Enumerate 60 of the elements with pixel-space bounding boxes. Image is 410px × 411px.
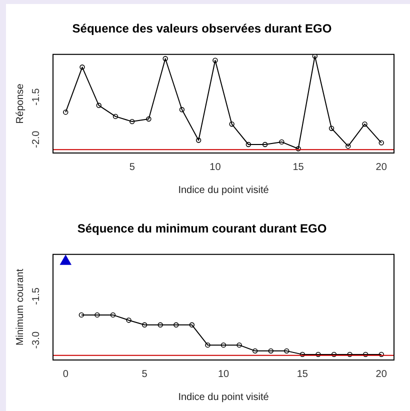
x-tick-label: 0 <box>62 368 69 380</box>
chart-title: Séquence des valeurs observées durant EGO <box>72 22 332 36</box>
point <box>279 139 284 145</box>
chart-title: Séquence du minimum courant durant EGO <box>77 222 327 236</box>
point <box>60 255 72 265</box>
x-tick-label: 20 <box>376 368 388 380</box>
point <box>179 107 185 112</box>
point <box>328 126 334 131</box>
point <box>268 348 274 354</box>
point <box>189 322 195 328</box>
point <box>246 142 252 148</box>
x-tick-label: 15 <box>296 368 308 380</box>
x-axis-title: Indice du point visité <box>178 392 270 403</box>
point <box>362 352 368 358</box>
point <box>347 352 352 358</box>
point <box>112 114 118 120</box>
point <box>174 322 179 328</box>
point <box>130 118 135 124</box>
point <box>362 122 368 127</box>
point <box>96 102 102 108</box>
y-tick-label: -1.5 <box>31 88 42 106</box>
point <box>220 342 226 348</box>
x-tick-label: 20 <box>376 162 388 173</box>
point <box>63 110 68 115</box>
point <box>284 348 290 354</box>
x-axis-title: Indice du point visité <box>178 184 270 196</box>
x-tick-label: 15 <box>292 162 304 173</box>
point <box>80 64 85 70</box>
point <box>346 144 351 149</box>
y-tick-label: -1.5 <box>31 287 42 305</box>
point <box>312 54 318 59</box>
point <box>78 312 84 318</box>
y-tick-label: -2.0 <box>31 130 42 148</box>
point <box>212 58 218 63</box>
y-axis-title: Minimum courant <box>14 268 26 346</box>
y-axis-title: Réponse <box>14 83 26 124</box>
point <box>146 116 152 122</box>
point <box>110 312 116 318</box>
point <box>296 146 301 152</box>
x-tick-label: 10 <box>210 162 222 173</box>
point <box>142 322 148 328</box>
point <box>378 140 384 146</box>
point <box>158 322 163 328</box>
point <box>378 352 384 358</box>
point <box>162 56 168 62</box>
point <box>331 352 337 358</box>
point <box>236 342 242 348</box>
y-tick-label: -3.0 <box>31 331 42 349</box>
x-tick-label: 5 <box>142 368 148 380</box>
point <box>316 352 321 358</box>
point <box>229 122 234 127</box>
point <box>126 318 132 323</box>
point <box>300 352 306 358</box>
point <box>196 138 202 143</box>
x-tick-label: 10 <box>218 368 230 380</box>
point <box>262 142 268 148</box>
point <box>94 312 100 318</box>
x-tick-label: 5 <box>129 162 136 173</box>
point <box>252 348 258 354</box>
point <box>205 342 210 348</box>
